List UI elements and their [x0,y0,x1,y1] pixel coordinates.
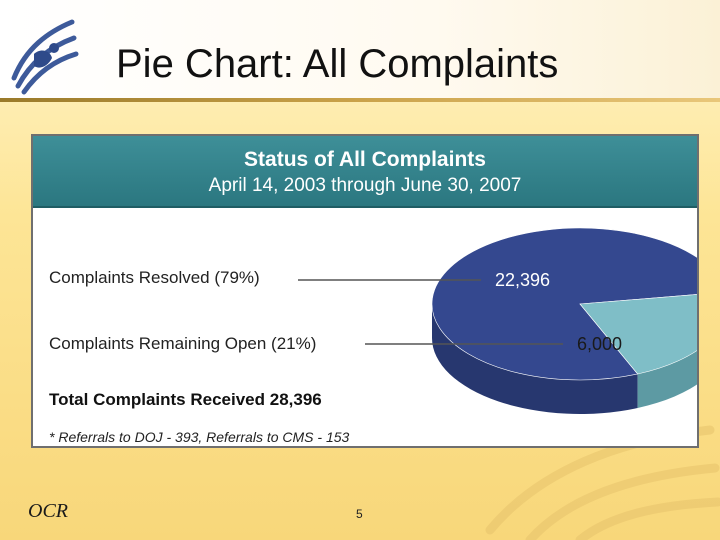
value-label-resolved: 22,396 [495,270,550,290]
slide-title: Pie Chart: All Complaints [116,42,559,86]
footer-ocr: OCR [28,500,68,522]
value-label-open: 6,000 [577,334,622,354]
legend-label-open: Complaints Remaining Open (21%) [49,334,317,353]
header-divider [0,98,720,102]
chart-footnote: * Referrals to DOJ - 393, Referrals to C… [49,429,350,445]
chart-title: Status of All Complaints [244,148,486,171]
chart-header: Status of All Complaints April 14, 2003 … [33,136,697,208]
pie-side-0 [432,304,638,415]
legend-total: Total Complaints Received 28,396 [49,390,322,409]
pie-chart: 22,396 6,000 [298,227,697,415]
pie-side-1 [637,350,697,408]
pie-slice-resolved [431,227,697,381]
hhs-eagle-logo-icon [11,19,79,95]
chart-figure: Status of All Complaints April 14, 2003 … [31,134,699,448]
page-number: 5 [356,507,363,521]
legend-label-resolved: Complaints Resolved (79%) [49,268,260,287]
pie-slice-open [579,294,697,375]
header-band [0,0,720,98]
chart-subtitle: April 14, 2003 through June 30, 2007 [208,175,522,196]
